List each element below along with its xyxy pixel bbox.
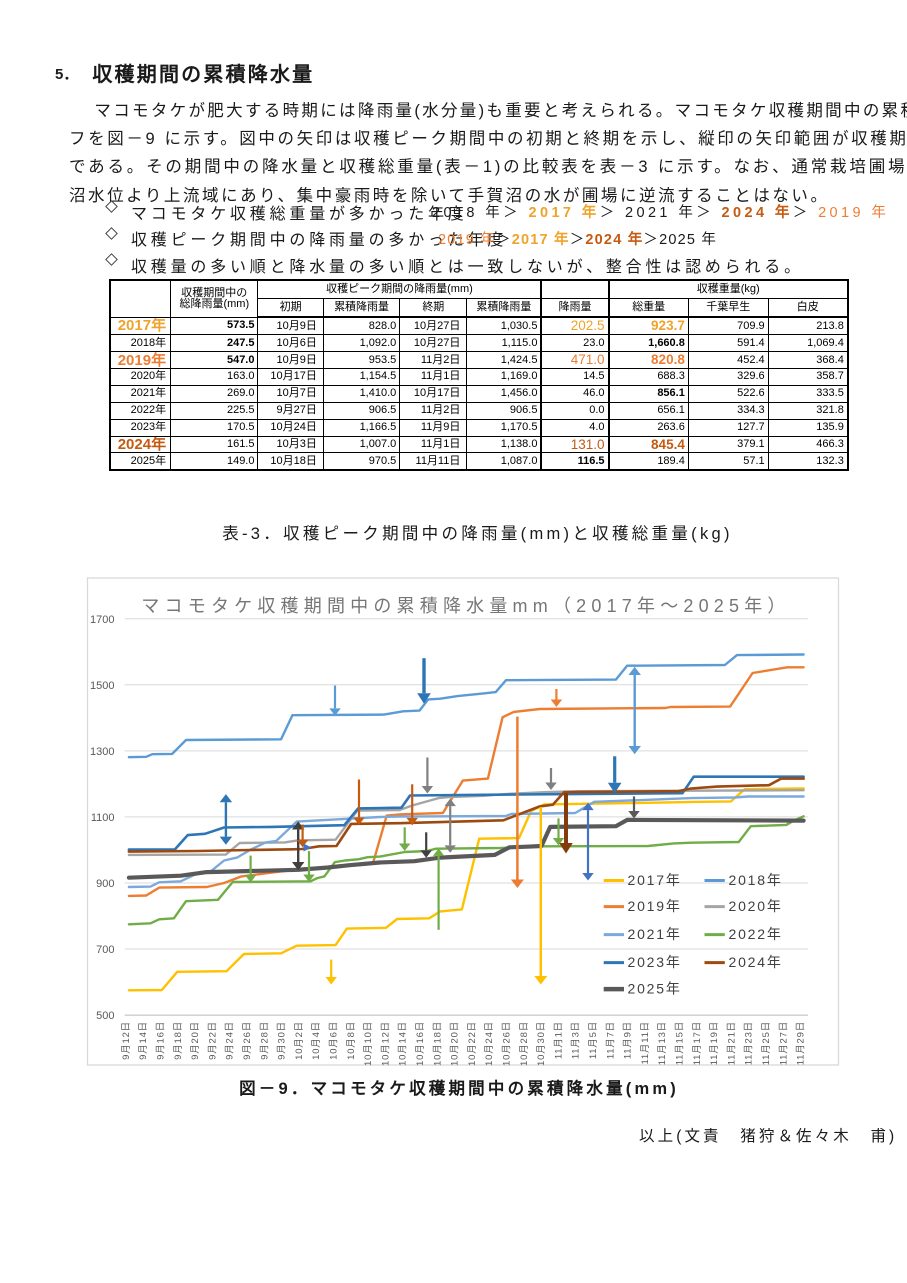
svg-text:9月26日: 9月26日 (242, 1021, 253, 1060)
svg-text:11月15日: 11月15日 (675, 1021, 686, 1065)
svg-text:2021年: 2021年 (628, 926, 682, 942)
svg-text:1100: 1100 (91, 812, 115, 824)
svg-text:10月14日: 10月14日 (398, 1021, 409, 1066)
svg-text:2017年: 2017年 (628, 872, 682, 888)
svg-text:11月27日: 11月27日 (778, 1021, 789, 1065)
svg-text:500: 500 (96, 1010, 114, 1022)
svg-text:9月30日: 9月30日 (277, 1021, 288, 1060)
svg-text:10月26日: 10月26日 (502, 1021, 513, 1066)
svg-text:2019年: 2019年 (628, 898, 682, 914)
svg-text:11月13日: 11月13日 (657, 1021, 668, 1065)
svg-text:9月24日: 9月24日 (225, 1021, 236, 1060)
svg-text:700: 700 (96, 944, 114, 956)
svg-text:マコモタケ収穫期間中の累積降水量mm（2017年～2025年: マコモタケ収穫期間中の累積降水量mm（2017年～2025年） (141, 596, 790, 616)
svg-text:9月16日: 9月16日 (156, 1021, 167, 1060)
svg-text:1500: 1500 (90, 680, 114, 692)
svg-text:10月6日: 10月6日 (329, 1021, 340, 1060)
svg-text:11月25日: 11月25日 (761, 1021, 772, 1065)
svg-text:10月28日: 10月28日 (519, 1021, 530, 1066)
svg-text:1300: 1300 (90, 746, 114, 758)
svg-text:11月7日: 11月7日 (605, 1021, 616, 1059)
svg-text:10月16日: 10月16日 (415, 1021, 426, 1066)
svg-text:9月20日: 9月20日 (190, 1021, 201, 1060)
svg-text:10月12日: 10月12日 (380, 1021, 391, 1066)
svg-text:2024年: 2024年 (729, 954, 783, 970)
svg-text:10月22日: 10月22日 (467, 1021, 478, 1066)
svg-text:9月22日: 9月22日 (207, 1021, 218, 1060)
svg-text:9月28日: 9月28日 (259, 1021, 270, 1060)
svg-text:10月30日: 10月30日 (536, 1021, 547, 1066)
svg-text:2022年: 2022年 (729, 926, 783, 942)
svg-text:11月5日: 11月5日 (588, 1021, 599, 1059)
svg-text:900: 900 (96, 878, 114, 890)
svg-text:11月1日: 11月1日 (553, 1021, 564, 1059)
svg-text:9月14日: 9月14日 (138, 1021, 149, 1060)
svg-text:10月4日: 10月4日 (311, 1021, 322, 1060)
svg-text:11月23日: 11月23日 (744, 1021, 755, 1065)
svg-text:11月21日: 11月21日 (726, 1021, 737, 1065)
svg-text:10月20日: 10月20日 (450, 1021, 461, 1066)
svg-text:2020年: 2020年 (729, 898, 783, 914)
svg-text:10月8日: 10月8日 (346, 1021, 357, 1060)
svg-text:10月18日: 10月18日 (432, 1021, 443, 1066)
svg-text:2025年: 2025年 (628, 981, 682, 997)
svg-text:11月9日: 11月9日 (623, 1021, 634, 1059)
svg-text:9月12日: 9月12日 (121, 1021, 132, 1060)
svg-text:11月29日: 11月29日 (796, 1021, 807, 1065)
svg-text:2018年: 2018年 (729, 872, 783, 888)
svg-text:11月3日: 11月3日 (571, 1021, 582, 1059)
svg-text:11月11日: 11月11日 (640, 1021, 651, 1065)
svg-text:10月10日: 10月10日 (363, 1021, 374, 1066)
svg-text:1700: 1700 (90, 614, 114, 626)
svg-text:11月19日: 11月19日 (709, 1021, 720, 1065)
svg-text:10月2日: 10月2日 (294, 1021, 305, 1060)
svg-text:9月18日: 9月18日 (173, 1021, 184, 1060)
svg-text:11月17日: 11月17日 (692, 1021, 703, 1065)
svg-text:2023年: 2023年 (628, 954, 682, 970)
svg-text:10月24日: 10月24日 (484, 1021, 495, 1066)
